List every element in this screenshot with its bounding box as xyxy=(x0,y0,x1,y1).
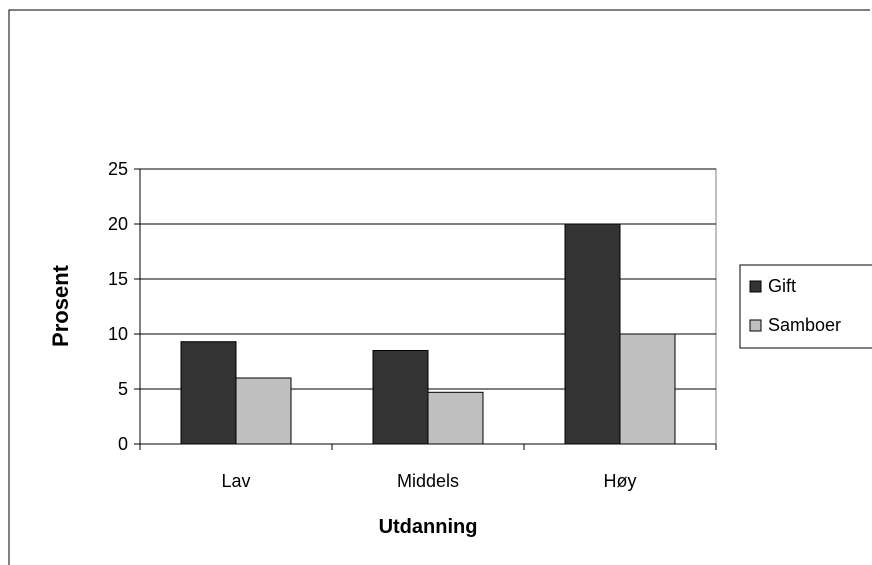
y-tick-label: 25 xyxy=(108,159,128,179)
legend-swatch-gift xyxy=(749,280,762,293)
legend-box xyxy=(739,264,872,349)
y-ticks: 0 5 10 15 20 25 xyxy=(108,159,140,454)
y-tick-label: 10 xyxy=(108,324,128,344)
bars xyxy=(180,223,676,445)
x-tick-label: Lav xyxy=(221,471,250,491)
bar-gift-1 xyxy=(372,350,429,445)
bar-samboer-1 xyxy=(427,391,484,445)
legend-label-gift: Gift xyxy=(768,276,796,296)
legend: Gift Samboer xyxy=(739,264,872,349)
bar-gift-2 xyxy=(564,223,621,445)
chart-border xyxy=(8,9,870,565)
y-tick-label: 20 xyxy=(108,214,128,234)
x-tick-label: Middels xyxy=(397,471,459,491)
bar-samboer-2 xyxy=(619,333,676,445)
legend-label-samboer: Samboer xyxy=(768,315,841,335)
x-ticks: Lav Middels Høy xyxy=(139,444,717,491)
x-tick-label: Høy xyxy=(604,471,637,491)
bar-samboer-0 xyxy=(235,377,292,445)
y-axis-label: Prosent xyxy=(48,264,73,347)
legend-swatch-samboer xyxy=(749,319,762,332)
x-axis-label: Utdanning xyxy=(379,516,478,538)
y-tick-label: 15 xyxy=(108,269,128,289)
y-tick-label: 5 xyxy=(118,379,128,399)
bar-gift-0 xyxy=(180,341,237,445)
y-tick-label: 0 xyxy=(118,434,128,454)
